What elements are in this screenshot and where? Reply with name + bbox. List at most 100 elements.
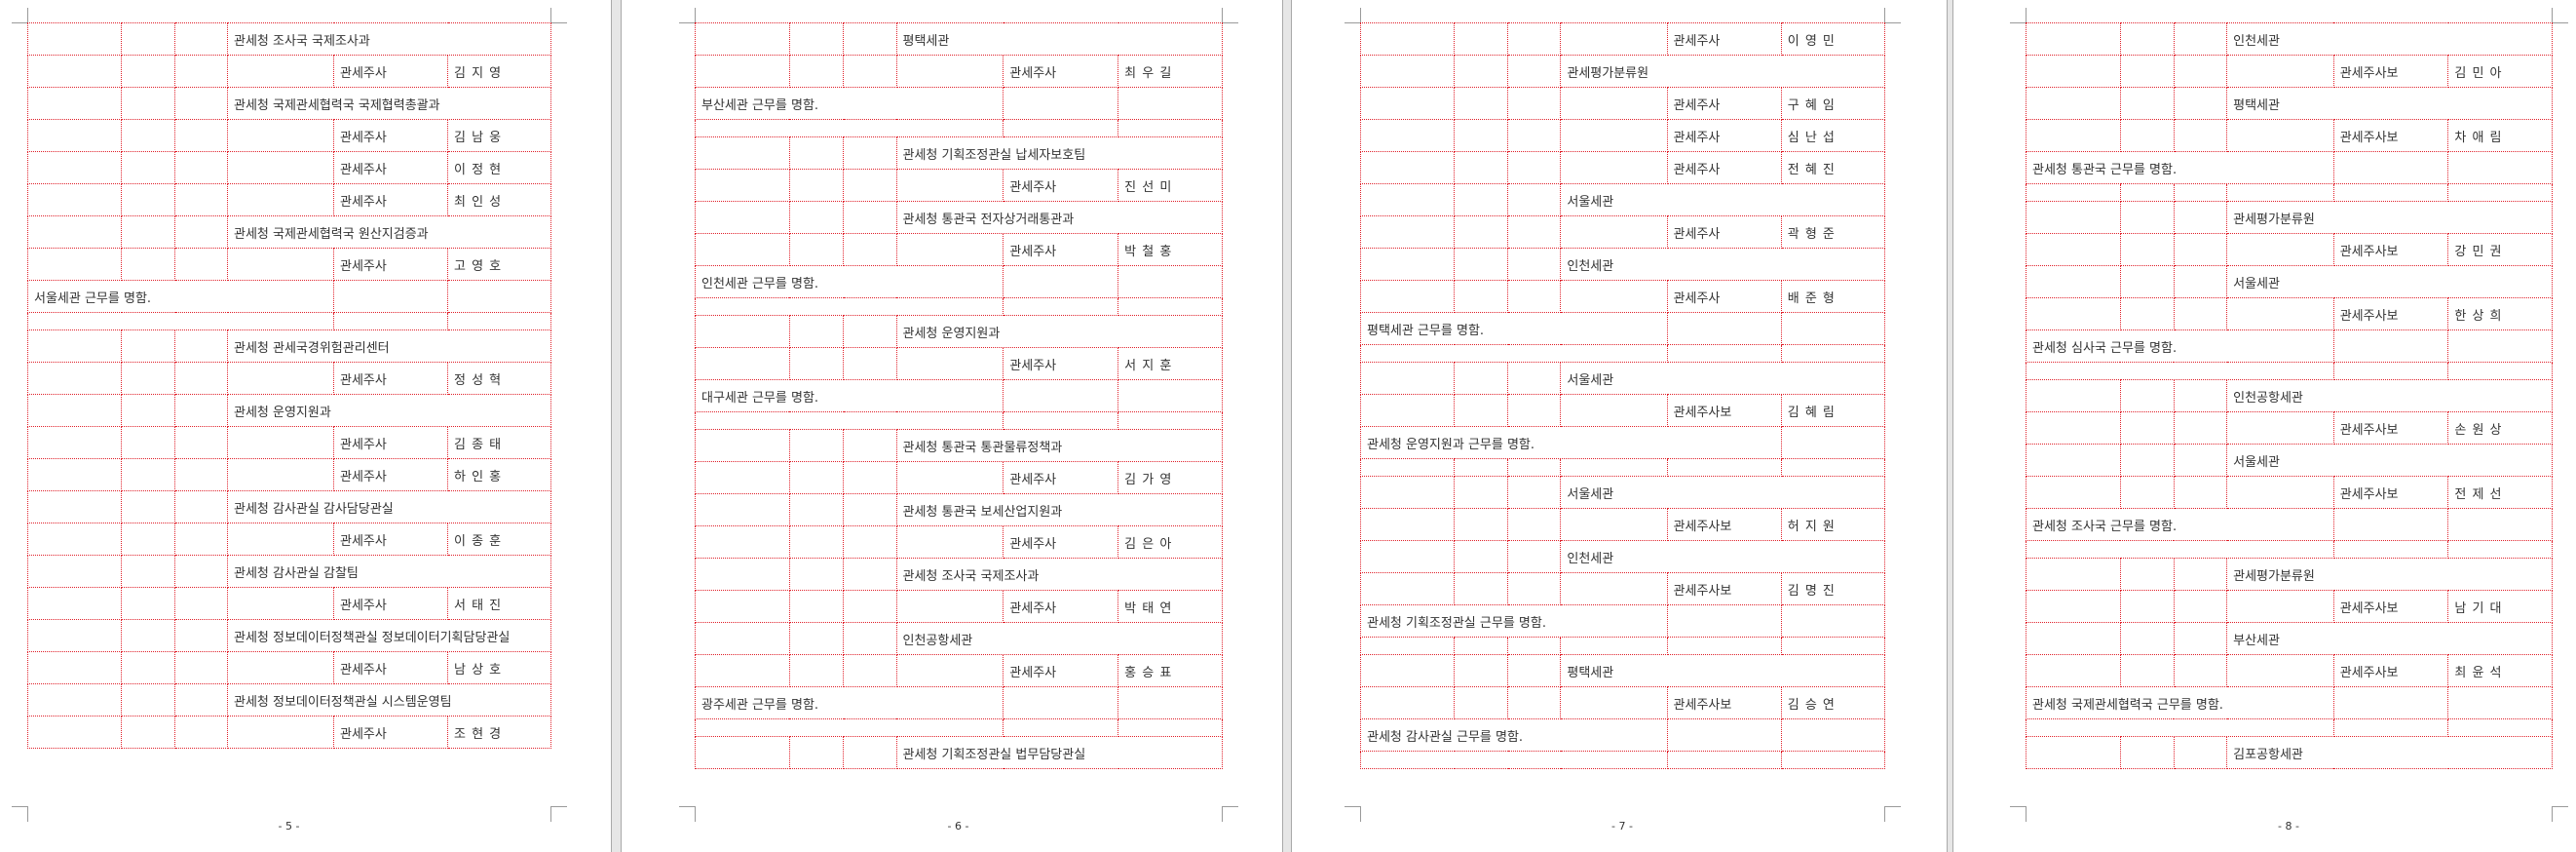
crop-mark (1884, 8, 1901, 23)
empty-cell (121, 362, 175, 395)
spacer-row (27, 312, 552, 330)
empty-cell (2226, 233, 2334, 266)
crop-mark (12, 806, 28, 822)
person-row: 관세주사 서 태 진 (27, 587, 552, 620)
empty-cell (695, 55, 790, 88)
empty-cell (2119, 201, 2175, 234)
empty-cell (2173, 411, 2228, 445)
empty-cell (843, 654, 897, 687)
name-cell: 하 인 홍 (446, 458, 552, 491)
empty-cell (2332, 508, 2449, 541)
empty-cell (2332, 718, 2449, 737)
person-row: 관세주사보 최 윤 석 (2026, 654, 2553, 687)
empty-cell (843, 201, 897, 234)
org-row: 인천세관 (1359, 248, 1885, 281)
empty-cell (2119, 183, 2175, 202)
empty-cell (1560, 280, 1668, 313)
empty-cell (121, 394, 175, 427)
assignment-text: 관세청 국제관세협력국 근무를 명함. (2026, 686, 2334, 719)
person-row: 관세주사 최 인 성 (27, 183, 552, 216)
empty-cell (174, 119, 228, 152)
empty-cell (2332, 362, 2449, 380)
empty-cell (1507, 572, 1562, 605)
crop-mark (2010, 8, 2027, 23)
empty-cell (2173, 265, 2228, 298)
empty-cell (1454, 540, 1509, 573)
empty-cell (174, 458, 228, 491)
name-cell: 강 민 권 (2447, 233, 2553, 266)
empty-cell (788, 347, 845, 380)
empty-cell (27, 394, 122, 427)
empty-cell (2226, 590, 2334, 623)
org-name: 관세청 조사국 국제조사과 (895, 558, 1223, 591)
empty-cell (121, 329, 175, 363)
org-name: 관세청 국제관세협력국 원산지검증과 (226, 215, 552, 249)
appointment-table: 인천세관 관세주사보 김 민 아 평택세관 관세주사보 차 애 림 관세청 통관국 근무를 … (2026, 22, 2553, 769)
empty-cell (27, 119, 122, 152)
empty-cell (1118, 686, 1223, 719)
assignment-row: 관세청 국제관세협력국 근무를 명함. (2026, 686, 2553, 719)
appointment-table: 관세주사 이 영 민 관세평가분류원 관세주사 구 혜 임 관세주사 심 난 섭 관세주사 전 … (1359, 22, 1885, 769)
empty-cell (1454, 637, 1509, 655)
empty-cell (174, 716, 228, 749)
empty-cell (227, 523, 334, 556)
name-cell: 박 태 연 (1118, 590, 1223, 623)
org-name: 관세청 운영지원과 (895, 315, 1223, 348)
empty-cell (227, 458, 334, 491)
empty-cell (2173, 183, 2228, 202)
name-cell: 전 제 선 (2447, 476, 2553, 509)
empty-cell (895, 590, 1004, 623)
rank-cell: 관세주사 (333, 716, 448, 749)
assignment-text: 부산세관 근무를 명함. (694, 87, 1004, 120)
empty-cell (1118, 718, 1223, 737)
empty-cell (2026, 362, 2334, 380)
person-row: 관세주사 조 현 경 (27, 716, 552, 749)
org-name: 관세청 기획조정관실 납세자보호팀 (895, 136, 1223, 170)
empty-cell (694, 718, 1004, 737)
rank-cell: 관세주사 (333, 651, 448, 684)
empty-cell (1507, 55, 1562, 88)
empty-cell (843, 429, 897, 462)
empty-cell (695, 136, 790, 170)
empty-cell (2173, 119, 2228, 152)
empty-cell (2026, 183, 2121, 202)
assignment-row: 관세청 감사관실 근무를 명함. (1360, 718, 1885, 752)
assignment-text: 관세청 통관국 근무를 명함. (2026, 151, 2334, 184)
crop-mark (12, 8, 28, 23)
empty-cell (2026, 622, 2121, 655)
name-cell: 손 원 상 (2447, 411, 2553, 445)
empty-cell (2447, 718, 2553, 737)
rank-cell: 관세주사 (333, 119, 448, 152)
rank-cell: 관세주사 (1003, 233, 1119, 266)
name-cell: 김 민 아 (2447, 55, 2553, 88)
empty-cell (174, 22, 228, 56)
empty-cell (27, 651, 122, 684)
empty-cell (2447, 686, 2553, 719)
empty-cell (788, 429, 845, 462)
rank-cell: 관세주사보 (2332, 119, 2449, 152)
rank-cell: 관세주사보 (2332, 55, 2449, 88)
empty-cell (788, 55, 845, 88)
empty-cell (1666, 604, 1782, 638)
org-row: 관세평가분류원 (2026, 558, 2553, 591)
crop-mark (2552, 8, 2568, 23)
empty-cell (694, 119, 1004, 137)
person-row: 관세주사보 전 제 선 (2026, 476, 2553, 509)
empty-cell (1359, 637, 1456, 655)
empty-cell (1003, 87, 1119, 120)
empty-cell (2173, 590, 2228, 623)
org-row: 서울세관 (1359, 362, 1885, 395)
rank-cell: 관세주사보 (2332, 476, 2449, 509)
empty-cell (227, 183, 334, 216)
rank-cell: 관세주사 (1666, 87, 1782, 120)
crop-mark (679, 806, 696, 822)
empty-cell (2026, 444, 2121, 477)
empty-cell (27, 183, 122, 216)
spacer-row (694, 297, 1223, 316)
empty-cell (1360, 751, 1668, 769)
empty-cell (1560, 22, 1668, 56)
empty-cell (121, 683, 175, 716)
empty-cell (1003, 297, 1119, 316)
empty-cell (1560, 215, 1668, 249)
empty-cell (1118, 411, 1223, 430)
